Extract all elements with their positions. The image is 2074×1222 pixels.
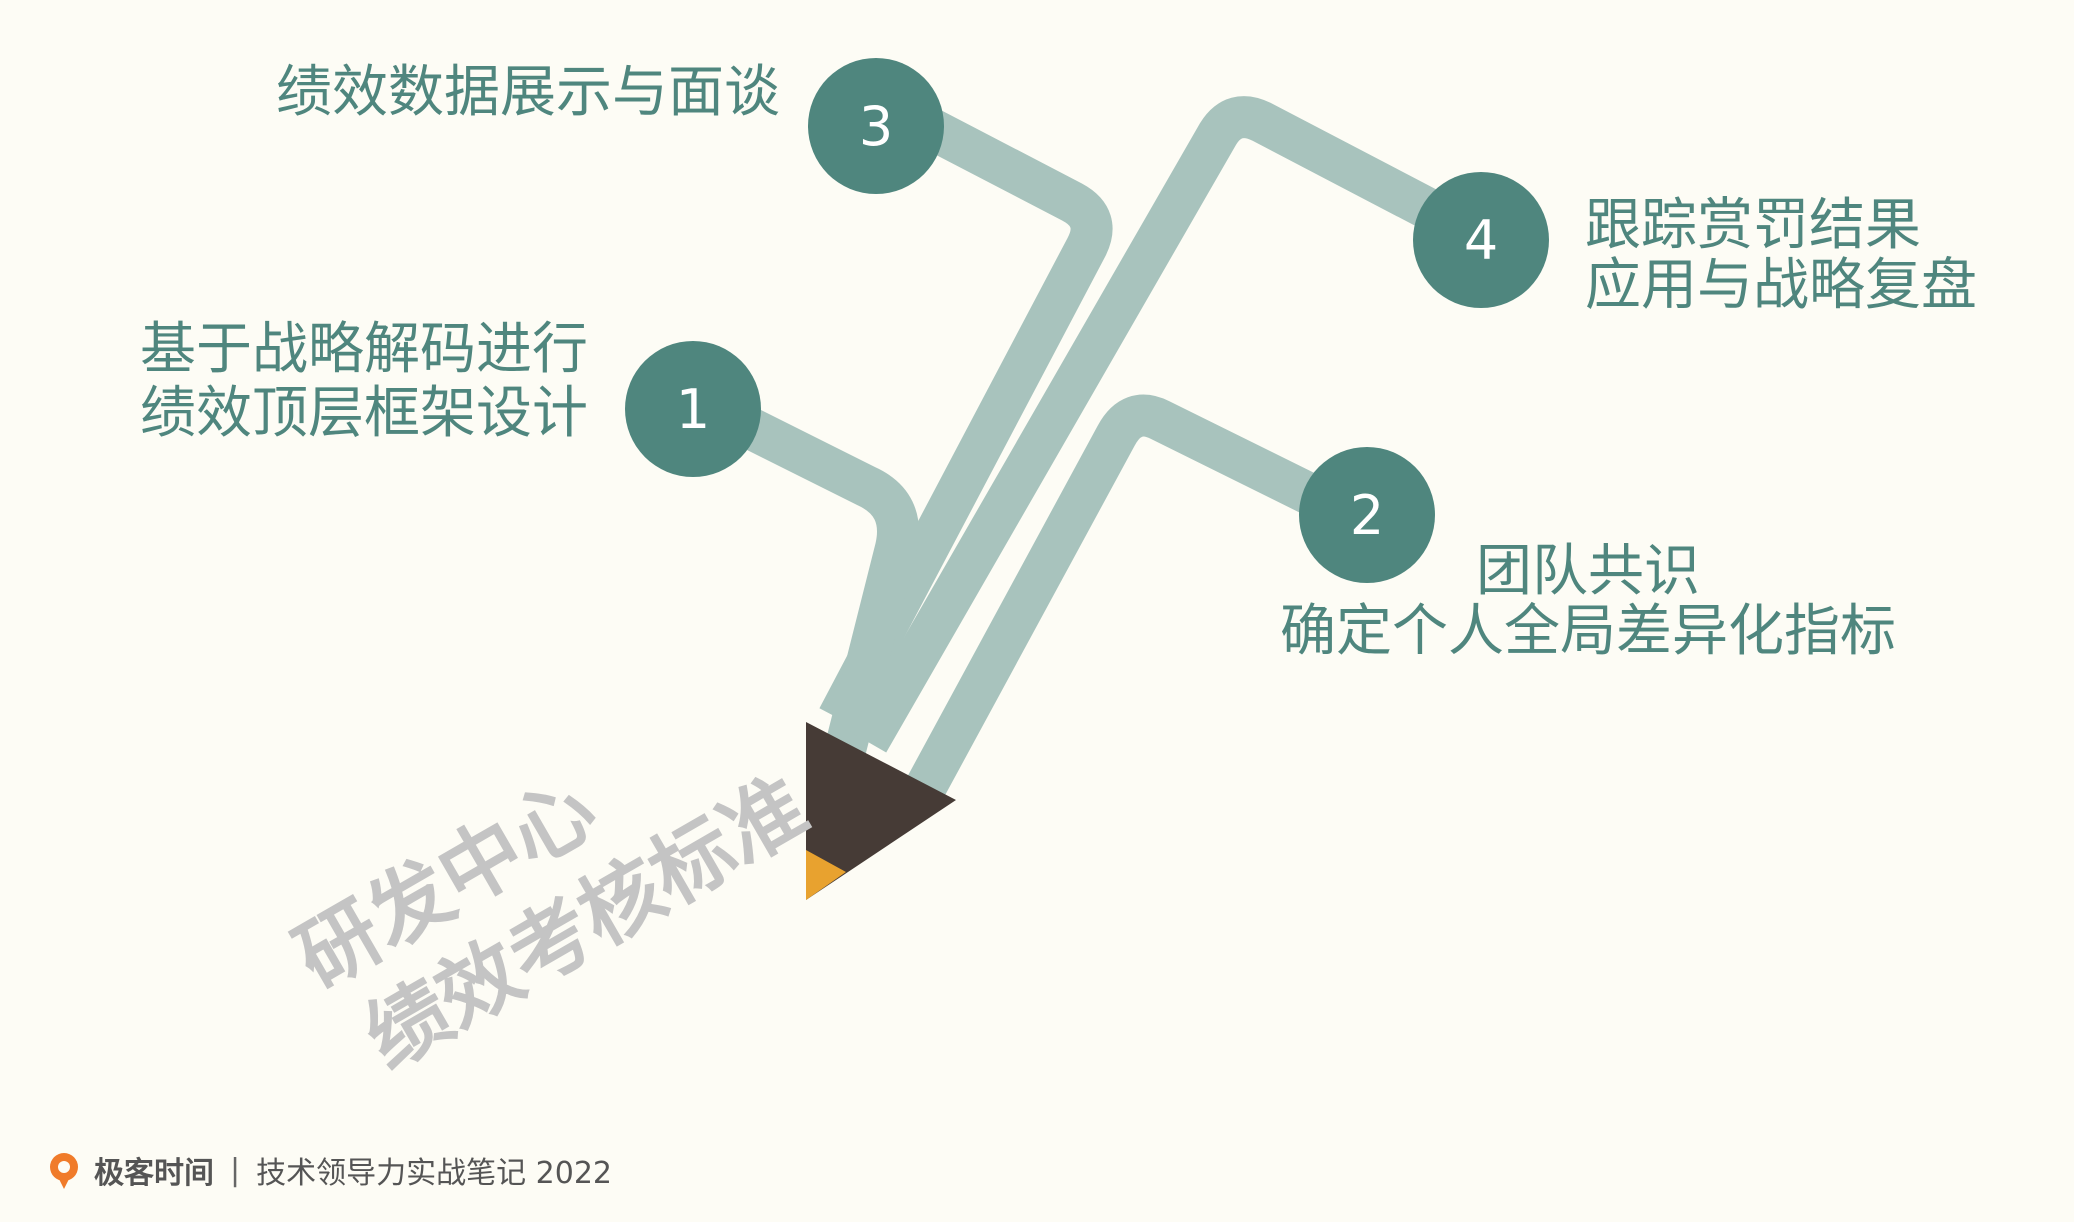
watermark: 研发中心 绩效考核标准 — [281, 759, 824, 1087]
branches — [684, 81, 1490, 801]
node-3-number: 3 — [859, 95, 893, 158]
node-4: 4 — [1413, 172, 1549, 308]
geektime-logo-icon — [50, 1153, 78, 1189]
node-2-circle — [1299, 447, 1435, 583]
node-3-circle — [808, 58, 944, 194]
node-2-number: 2 — [1350, 484, 1384, 547]
branch-3 — [819, 81, 1113, 728]
branch-2 — [905, 394, 1380, 801]
label-4-line-2: 应用与战略复盘 — [1585, 253, 1977, 318]
label-1-line-1: 基于战略解码进行 — [140, 317, 588, 382]
pencil-tip-wood — [806, 722, 956, 900]
footer: 极客时间 | 技术领导力实战笔记 2022 — [44, 1148, 612, 1192]
footer-separator: | — [230, 1152, 241, 1188]
footer-note: 技术领导力实战笔记 2022 — [256, 1156, 612, 1191]
node-1: 1 — [625, 341, 761, 477]
footer-brand: 极客时间 — [94, 1156, 214, 1191]
label-2: 团队共识 确定个人全局差异化指标 — [1280, 539, 1896, 664]
label-4-line-1: 跟踪赏罚结果 — [1585, 193, 1921, 258]
branch-1 — [684, 381, 919, 776]
label-4: 跟踪赏罚结果 应用与战略复盘 — [1585, 193, 1977, 318]
node-4-number: 4 — [1464, 209, 1498, 272]
label-2-line-2: 确定个人全局差异化指标 — [1280, 599, 1896, 664]
label-1: 基于战略解码进行 绩效顶层框架设计 — [140, 317, 588, 446]
node-4-circle — [1413, 172, 1549, 308]
pencil-lead — [806, 850, 846, 900]
label-3: 绩效数据展示与面谈 — [276, 60, 780, 125]
label-1-line-2: 绩效顶层框架设计 — [140, 381, 588, 446]
label-3-line-1: 绩效数据展示与面谈 — [276, 60, 780, 125]
node-1-circle — [625, 341, 761, 477]
pencil-tip — [806, 722, 956, 900]
node-2: 2 — [1299, 447, 1435, 583]
node-3: 3 — [808, 58, 944, 194]
branch-4 — [849, 96, 1490, 753]
node-1-number: 1 — [676, 378, 710, 441]
label-2-line-1: 团队共识 — [1476, 539, 1700, 604]
